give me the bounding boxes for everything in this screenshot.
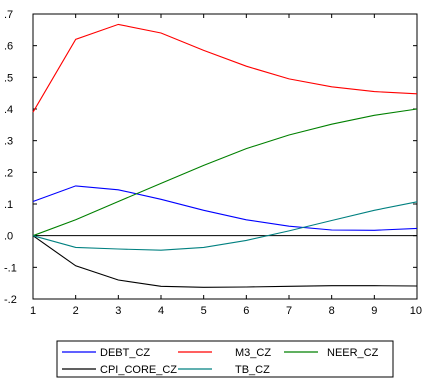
y-tick-label: .1 bbox=[4, 199, 13, 211]
series-m3-cz bbox=[32, 23, 418, 113]
legend-item: M3_CZ bbox=[178, 347, 271, 359]
x-tick-label: 6 bbox=[243, 305, 249, 317]
series-layer bbox=[32, 23, 418, 288]
y-tick-label: -.2 bbox=[4, 294, 17, 306]
series-tb-cz bbox=[32, 201, 418, 251]
series-line bbox=[32, 108, 418, 237]
legend-item: DEBT_CZ bbox=[62, 347, 150, 359]
x-tick-label: 8 bbox=[329, 305, 335, 317]
x-tick-label: 4 bbox=[158, 305, 164, 317]
legend-box bbox=[56, 340, 394, 378]
legend-label: CPI_CORE_CZ bbox=[100, 364, 177, 376]
legend-item: CPI_CORE_CZ bbox=[62, 364, 177, 376]
legend-label: M3_CZ bbox=[235, 347, 271, 359]
y-tick-label: .0 bbox=[4, 231, 13, 243]
axes-layer: -.2 -.1 .0 .1 .2 .3 .4 .5 .6 .7 1 2 3 4 5 6 7 8 9 10 bbox=[4, 9, 422, 317]
y-tick-label: .6 bbox=[4, 41, 13, 53]
series-line bbox=[32, 23, 418, 113]
legend-item: TB_CZ bbox=[178, 364, 270, 376]
series-cpi-core-cz bbox=[32, 235, 418, 288]
x-tick-label: 9 bbox=[371, 305, 377, 317]
series-neer-cz bbox=[32, 108, 418, 237]
x-tick-label: 2 bbox=[73, 305, 79, 317]
x-tick-label: 3 bbox=[115, 305, 121, 317]
legend-label: NEER_CZ bbox=[327, 347, 379, 359]
plot-frame bbox=[32, 13, 418, 300]
legend-label: TB_CZ bbox=[235, 364, 270, 376]
x-tick-label: 7 bbox=[286, 305, 292, 317]
x-tick-label: 5 bbox=[201, 305, 207, 317]
series-debt-cz bbox=[32, 185, 418, 231]
legend: DEBT_CZ M3_CZ NEER_CZ CPI_CORE_CZ TB_CZ bbox=[56, 340, 394, 378]
y-tick-label: -.1 bbox=[4, 262, 17, 274]
y-tick-label: .4 bbox=[4, 104, 13, 116]
x-tick-label: 10 bbox=[410, 305, 422, 317]
series-line bbox=[32, 235, 418, 288]
y-tick-label: .2 bbox=[4, 167, 13, 179]
legend-label: DEBT_CZ bbox=[100, 347, 150, 359]
series-line bbox=[32, 201, 418, 251]
y-tick-label: .5 bbox=[4, 72, 13, 84]
x-tick-label: 1 bbox=[30, 305, 36, 317]
y-tick-label: .7 bbox=[4, 9, 13, 21]
legend-item: NEER_CZ bbox=[284, 347, 379, 359]
series-line bbox=[32, 185, 418, 231]
y-tick-label: .3 bbox=[4, 136, 13, 148]
